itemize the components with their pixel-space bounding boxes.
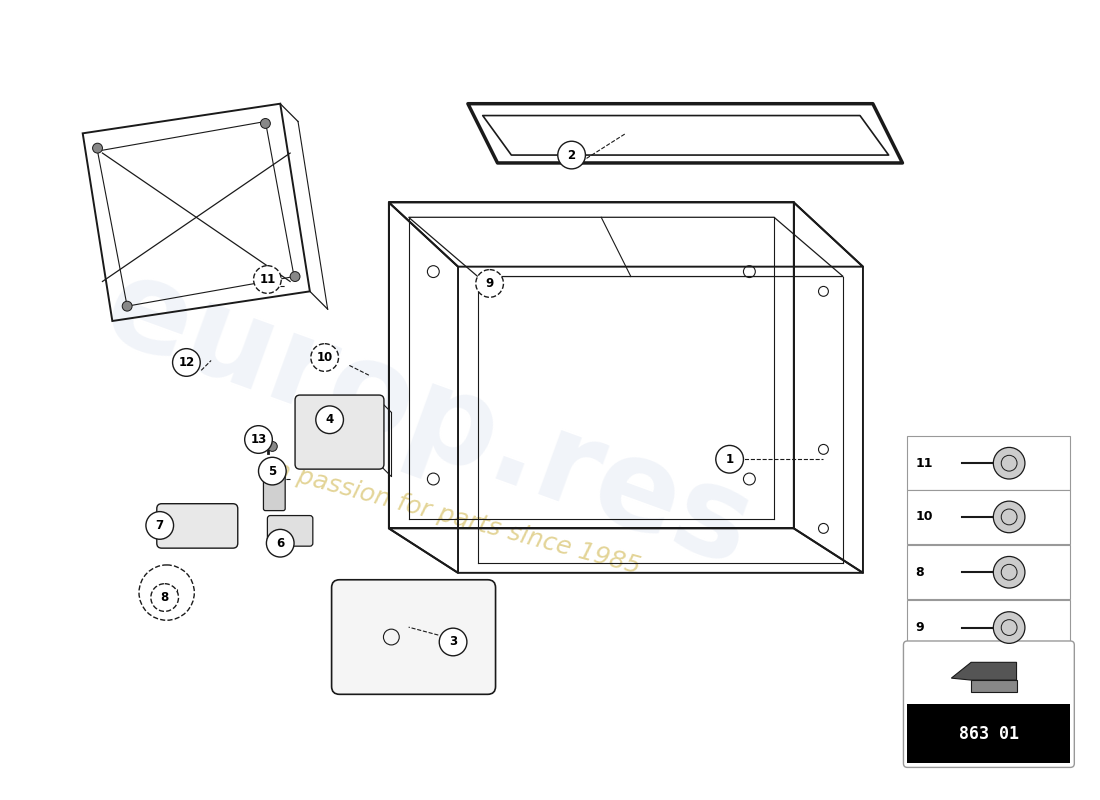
- Text: 863 01: 863 01: [959, 725, 1019, 743]
- Circle shape: [716, 446, 744, 473]
- FancyBboxPatch shape: [908, 490, 1070, 544]
- Circle shape: [261, 118, 271, 128]
- FancyBboxPatch shape: [903, 641, 1075, 767]
- Text: 2: 2: [568, 149, 575, 162]
- FancyBboxPatch shape: [908, 704, 1070, 763]
- FancyBboxPatch shape: [331, 580, 495, 694]
- Text: 11: 11: [260, 273, 275, 286]
- Text: 12: 12: [178, 356, 195, 369]
- Circle shape: [993, 612, 1025, 643]
- FancyBboxPatch shape: [908, 600, 1070, 654]
- Text: a passion for parts since 1985: a passion for parts since 1985: [273, 458, 644, 579]
- FancyBboxPatch shape: [263, 475, 285, 510]
- Polygon shape: [952, 662, 1016, 680]
- Circle shape: [266, 530, 294, 557]
- Text: 8: 8: [915, 566, 924, 578]
- Text: 10: 10: [317, 351, 333, 364]
- Text: 5: 5: [268, 465, 276, 478]
- Polygon shape: [971, 680, 1016, 692]
- Text: 7: 7: [156, 519, 164, 532]
- Circle shape: [146, 512, 174, 539]
- Text: 9: 9: [915, 621, 924, 634]
- FancyBboxPatch shape: [267, 515, 312, 546]
- Text: 10: 10: [915, 510, 933, 523]
- Circle shape: [439, 628, 466, 656]
- FancyBboxPatch shape: [157, 504, 238, 548]
- Text: 4: 4: [326, 414, 333, 426]
- FancyBboxPatch shape: [908, 545, 1070, 599]
- Circle shape: [92, 143, 102, 153]
- Circle shape: [290, 272, 300, 282]
- Circle shape: [311, 344, 339, 371]
- Circle shape: [476, 270, 504, 298]
- Text: 8: 8: [161, 591, 168, 604]
- Circle shape: [267, 442, 277, 451]
- Text: 1: 1: [726, 453, 734, 466]
- FancyBboxPatch shape: [908, 436, 1070, 490]
- Circle shape: [558, 142, 585, 169]
- Circle shape: [316, 406, 343, 434]
- Circle shape: [254, 266, 282, 294]
- Text: 9: 9: [485, 277, 494, 290]
- Circle shape: [122, 302, 132, 311]
- FancyBboxPatch shape: [295, 395, 384, 469]
- Text: 3: 3: [449, 635, 458, 649]
- Circle shape: [244, 426, 273, 454]
- Circle shape: [151, 584, 178, 611]
- Circle shape: [173, 349, 200, 376]
- Circle shape: [993, 501, 1025, 533]
- Circle shape: [258, 458, 286, 485]
- Circle shape: [993, 447, 1025, 479]
- Text: 6: 6: [276, 537, 285, 550]
- Text: 13: 13: [251, 433, 266, 446]
- Text: europ.res: europ.res: [89, 246, 768, 593]
- Text: 11: 11: [915, 457, 933, 470]
- Circle shape: [993, 557, 1025, 588]
